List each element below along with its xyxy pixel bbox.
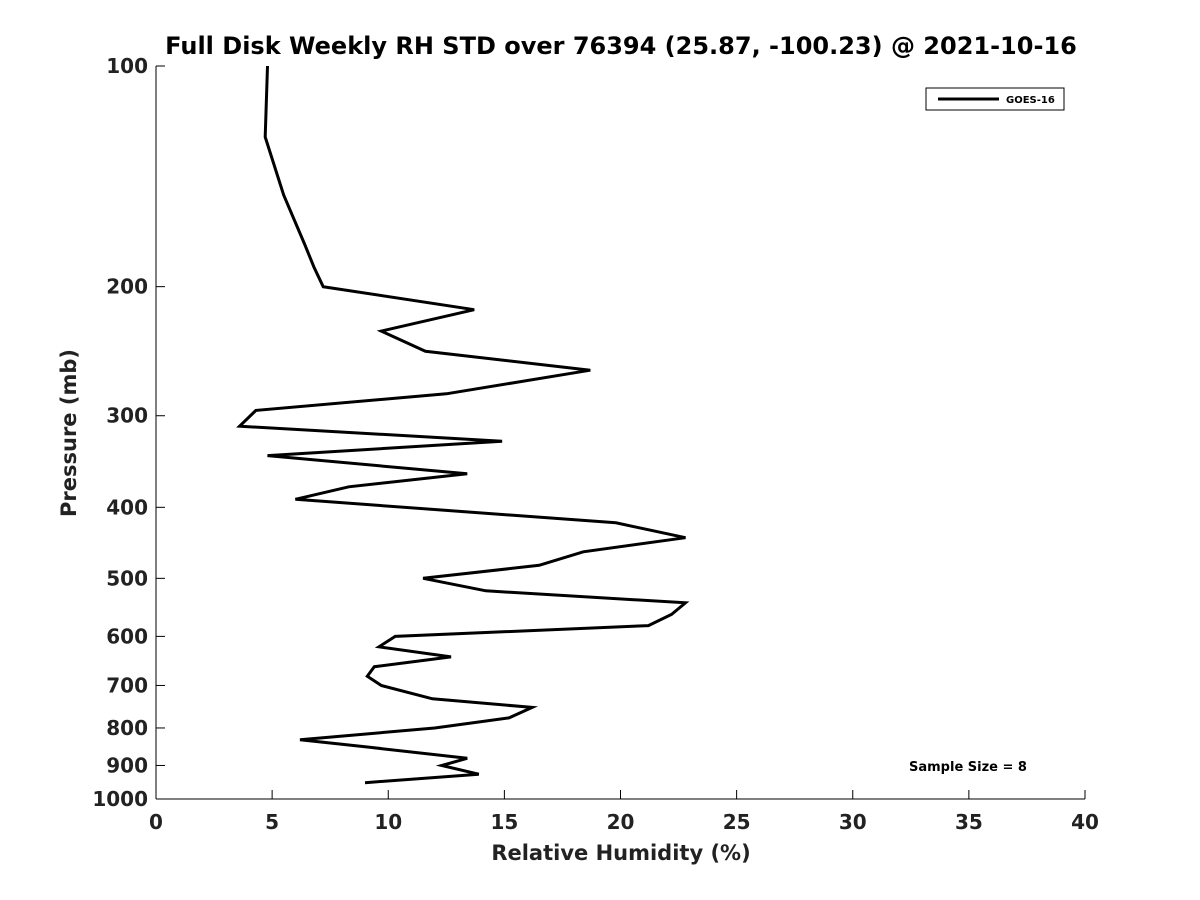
x-tick-label: 40 <box>1071 810 1099 834</box>
x-tick-label: 0 <box>149 810 163 834</box>
y-tick-label: 300 <box>106 404 148 428</box>
y-tick-label: 500 <box>106 566 148 590</box>
x-axis-label: Relative Humidity (%) <box>491 841 750 865</box>
x-tick-label: 20 <box>607 810 635 834</box>
x-tick-label: 5 <box>265 810 279 834</box>
x-tick-label: 10 <box>374 810 402 834</box>
x-tick-label: 35 <box>955 810 983 834</box>
legend: GOES-16 <box>925 87 1065 111</box>
axes <box>155 66 1085 800</box>
sample-size-annotation: Sample Size = 8 <box>909 760 1027 775</box>
y-tick-label: 400 <box>106 495 148 519</box>
y-tick-label: 900 <box>106 753 148 777</box>
y-axis-label: Pressure (mb) <box>57 349 81 517</box>
legend-label: GOES-16 <box>1006 95 1055 106</box>
x-tick-label: 25 <box>723 810 751 834</box>
y-tick-label: 1000 <box>92 787 148 811</box>
y-tick-label: 100 <box>106 54 148 78</box>
y-tick-label: 200 <box>106 275 148 299</box>
series-layer <box>236 65 690 785</box>
x-tick-label: 15 <box>490 810 518 834</box>
y-tick-label: 700 <box>106 673 148 697</box>
series-line-goes-16 <box>236 65 690 785</box>
y-ticks: 100 200 300 400 500 600 700 800 900 1000 <box>92 54 165 811</box>
y-tick-label: 600 <box>106 624 148 648</box>
chart-title: Full Disk Weekly RH STD over 76394 (25.8… <box>165 32 1077 60</box>
x-tick-label: 30 <box>839 810 867 834</box>
y-tick-label: 800 <box>106 716 148 740</box>
x-ticks: 0 5 10 15 20 25 30 35 40 <box>149 790 1099 834</box>
